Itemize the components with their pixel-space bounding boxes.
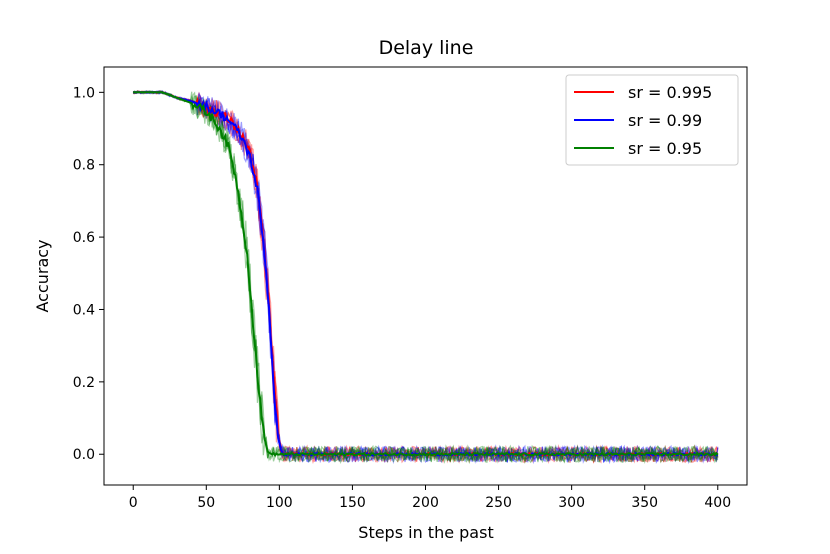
- x-tick-label: 100: [266, 495, 293, 511]
- series-run-2-3: [132, 90, 719, 465]
- series-run-0-3: [132, 90, 719, 464]
- x-tick-label: 300: [558, 495, 585, 511]
- legend-label: sr = 0.995: [628, 83, 712, 102]
- legend-box: [565, 74, 739, 166]
- y-axis-label: Accuracy: [33, 239, 52, 312]
- series-run-1-1: [133, 90, 719, 464]
- series-run-2-0: [133, 90, 719, 464]
- y-axis: 0.0 0.2 0.4 0.6 0.8 1.0: [73, 85, 104, 463]
- y-tick-label: 0.8: [73, 158, 95, 174]
- y-tick-label: 0.0: [73, 447, 95, 463]
- y-tick-label: 0.4: [73, 302, 95, 318]
- legend: sr = 0.995 sr = 0.99 sr = 0.95: [565, 74, 739, 166]
- y-tick-label: 0.6: [73, 230, 95, 246]
- legend-label: sr = 0.95: [628, 139, 702, 158]
- series-line-2: [133, 91, 719, 457]
- y-tick-label: 1.0: [73, 85, 95, 101]
- x-tick-label: 400: [704, 495, 731, 511]
- x-tick-label: 0: [129, 495, 138, 511]
- x-tick-label: 150: [339, 495, 366, 511]
- chart-title: Delay line: [379, 37, 474, 59]
- x-tick-label: 350: [631, 495, 658, 511]
- y-tick-label: 0.2: [73, 375, 95, 391]
- series-lines: [133, 91, 719, 457]
- legend-label: sr = 0.99: [628, 111, 702, 130]
- x-tick-label: 250: [485, 495, 512, 511]
- x-tick-label: 200: [412, 495, 439, 511]
- x-axis-label: Steps in the past: [358, 523, 493, 542]
- x-axis: 0 50 100 150 200 250 300 350 400: [129, 485, 731, 511]
- x-tick-label: 50: [197, 495, 215, 511]
